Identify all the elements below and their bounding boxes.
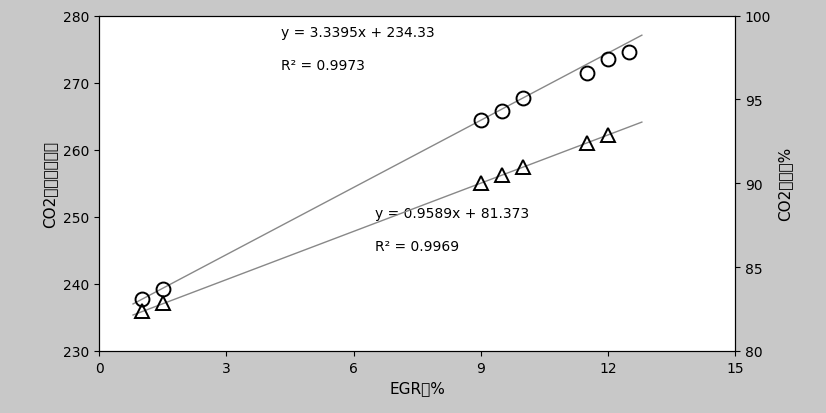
Y-axis label: CO2储存量，万吨: CO2储存量，万吨 — [42, 140, 58, 227]
Text: R² = 0.9969: R² = 0.9969 — [375, 239, 459, 253]
Text: y = 3.3395x + 234.33: y = 3.3395x + 234.33 — [282, 26, 435, 40]
X-axis label: EGR，%: EGR，% — [389, 380, 445, 395]
Text: y = 0.9589x + 81.373: y = 0.9589x + 81.373 — [375, 206, 529, 221]
Y-axis label: CO2纯度，%: CO2纯度，% — [776, 147, 792, 221]
Text: R² = 0.9973: R² = 0.9973 — [282, 59, 365, 73]
